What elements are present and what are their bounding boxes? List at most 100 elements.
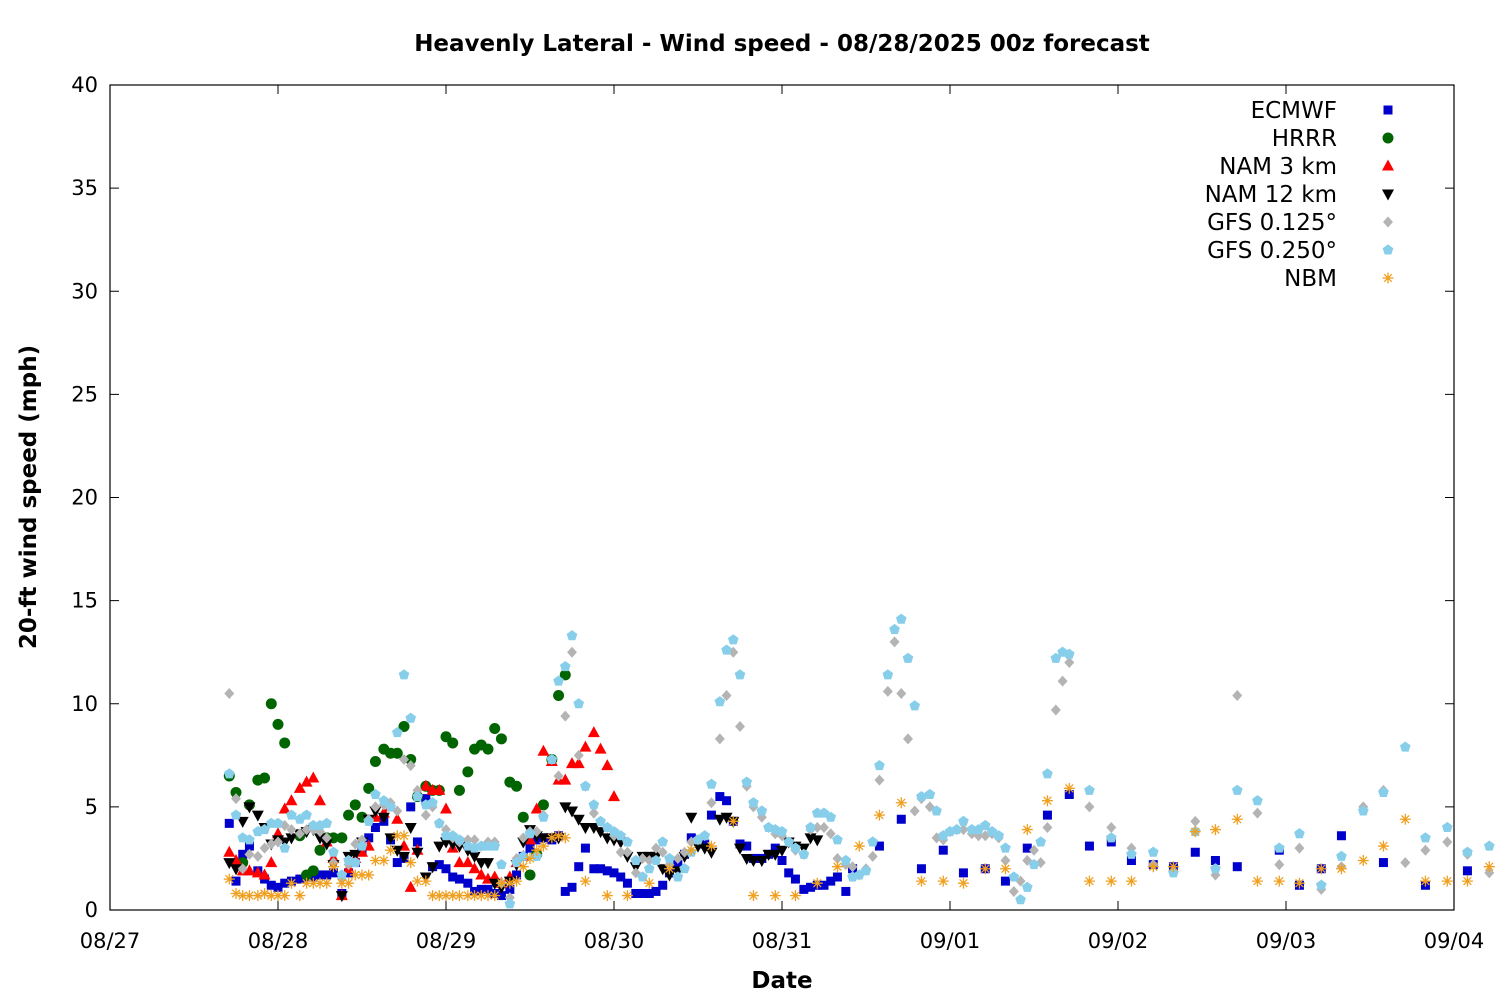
legend-label: GFS 0.125° <box>1207 210 1337 236</box>
data-point <box>517 811 529 823</box>
data-point <box>721 690 732 701</box>
data-points <box>223 613 1495 909</box>
data-point <box>447 737 459 749</box>
data-point <box>454 874 464 884</box>
data-point <box>1357 855 1369 866</box>
y-tick-label: 35 <box>71 176 98 200</box>
data-point <box>223 768 235 779</box>
data-point <box>1273 875 1285 887</box>
data-point <box>1008 871 1020 882</box>
data-point <box>616 872 626 882</box>
data-point <box>370 823 380 832</box>
data-point <box>433 841 446 853</box>
data-point <box>427 797 438 808</box>
y-tick-label: 40 <box>71 73 98 97</box>
data-point <box>806 882 816 892</box>
data-point <box>1063 782 1075 794</box>
data-point <box>279 890 291 902</box>
data-point <box>596 864 606 874</box>
data-point <box>1483 861 1495 873</box>
data-point <box>1484 867 1495 879</box>
data-point <box>615 830 627 841</box>
data-point <box>370 788 381 800</box>
data-point <box>588 799 600 810</box>
data-point <box>336 869 348 880</box>
data-point <box>715 792 725 802</box>
data-point <box>391 812 404 824</box>
data-point <box>531 844 543 856</box>
data-point <box>405 857 417 869</box>
data-point <box>958 868 968 878</box>
data-point <box>1231 784 1243 795</box>
data-point <box>1252 807 1263 819</box>
data-point <box>243 890 255 902</box>
data-point <box>937 875 949 887</box>
legend-label: NBM <box>1284 266 1337 292</box>
data-point <box>392 858 402 868</box>
data-point <box>706 778 717 789</box>
x-tick-label: 08/27 <box>80 929 141 953</box>
y-axis-title: 20-ft wind speed (mph) <box>16 345 42 649</box>
data-point <box>1315 879 1327 890</box>
data-point <box>433 890 445 902</box>
data-point <box>769 849 782 861</box>
data-point <box>265 856 278 868</box>
data-point <box>895 613 907 624</box>
data-point <box>741 776 753 787</box>
x-tick-label: 08/28 <box>248 929 309 953</box>
data-point <box>902 652 914 663</box>
data-point <box>468 851 481 863</box>
data-point <box>776 826 788 837</box>
data-point <box>411 875 423 887</box>
data-point <box>1210 856 1220 865</box>
data-point <box>370 801 381 813</box>
data-point <box>475 868 488 880</box>
data-point <box>301 877 313 889</box>
data-point <box>656 864 669 876</box>
data-point <box>1021 881 1033 892</box>
data-point <box>553 770 564 782</box>
data-point <box>398 720 410 732</box>
data-point <box>727 634 739 645</box>
data-point <box>713 814 726 826</box>
data-point <box>1050 652 1062 663</box>
data-point <box>979 863 991 875</box>
data-point <box>1147 861 1159 873</box>
data-point <box>244 848 255 860</box>
data-point <box>621 890 633 902</box>
data-point <box>805 821 816 833</box>
data-point <box>1035 836 1047 847</box>
data-point <box>482 858 494 870</box>
data-point <box>538 811 549 822</box>
data-point <box>252 850 263 862</box>
data-point <box>453 784 465 796</box>
data-point <box>1057 675 1068 687</box>
data-point <box>1399 813 1411 825</box>
data-point <box>321 817 333 828</box>
data-point <box>638 889 648 898</box>
y-axis: 0 5 10 15 20 25 30 35 40 <box>71 73 1454 922</box>
data-point <box>553 675 564 686</box>
data-point <box>706 797 717 809</box>
data-point <box>420 809 431 821</box>
data-point <box>832 834 843 845</box>
data-point <box>419 779 432 791</box>
data-point <box>223 858 236 870</box>
legend-label: GFS 0.250° <box>1207 238 1337 264</box>
data-point <box>756 805 768 816</box>
data-point <box>748 797 759 808</box>
data-point <box>867 850 878 862</box>
data-point <box>453 890 465 902</box>
data-point <box>307 771 320 783</box>
data-point <box>609 868 619 878</box>
data-point <box>321 877 333 889</box>
y-tick-label: 10 <box>71 692 98 716</box>
data-point <box>812 822 823 833</box>
data-point <box>426 862 439 874</box>
data-point <box>769 890 781 902</box>
data-point <box>589 864 599 874</box>
data-point <box>1064 790 1074 799</box>
data-point <box>328 868 338 878</box>
data-point <box>265 890 277 902</box>
y-tick-label: 20 <box>71 486 98 510</box>
